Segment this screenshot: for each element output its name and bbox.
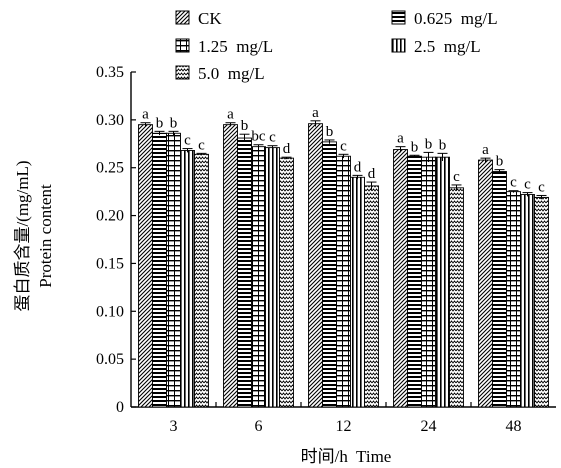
legend-label: 0.625 mg/L bbox=[414, 9, 498, 28]
x-axis-title: 时间/h Time bbox=[301, 447, 392, 466]
bar bbox=[194, 153, 209, 408]
x-tick-label: 3 bbox=[170, 418, 178, 435]
x-tick-label: 6 bbox=[255, 418, 263, 435]
legend-swatch bbox=[391, 38, 406, 53]
y-tick-label: 0.05 bbox=[96, 351, 124, 368]
y-tick-label: 0.35 bbox=[96, 64, 124, 81]
y-axis-title-cn: 蛋白质含量/(mg/mL) bbox=[13, 160, 32, 311]
legend-label: 2.5 mg/L bbox=[414, 37, 481, 56]
significance-label: b bbox=[170, 115, 178, 131]
significance-label: a bbox=[312, 105, 319, 121]
bar bbox=[492, 171, 507, 408]
y-axis: 0 0.05 0.10 0.15 0.20 0.25 0.30 0.35 bbox=[96, 64, 136, 416]
bar bbox=[478, 159, 493, 408]
bar bbox=[534, 196, 549, 408]
bar bbox=[251, 146, 266, 408]
bar bbox=[138, 124, 153, 408]
y-tick-label: 0.25 bbox=[96, 160, 124, 177]
bar bbox=[449, 187, 464, 408]
significance-label: c bbox=[198, 137, 205, 153]
x-tick-label: 12 bbox=[336, 418, 352, 435]
bar bbox=[166, 132, 181, 408]
significance-label: b bbox=[156, 115, 164, 131]
x-tick-label: 24 bbox=[421, 418, 437, 435]
bar bbox=[322, 141, 337, 408]
significance-label: d bbox=[368, 166, 376, 182]
bar bbox=[506, 191, 521, 408]
bar bbox=[152, 132, 167, 408]
legend-label: 1.25 mg/L bbox=[198, 37, 273, 56]
significance-label: d bbox=[354, 159, 362, 175]
bar bbox=[407, 155, 422, 408]
significance-label: c bbox=[184, 133, 191, 149]
significance-label: c bbox=[510, 175, 517, 191]
bar bbox=[180, 150, 195, 408]
bar bbox=[435, 156, 450, 408]
significance-label: a bbox=[397, 131, 404, 147]
y-tick-label: 0.30 bbox=[96, 112, 124, 129]
legend: CK 0.625 mg/L 1.25 mg/L 2.5 mg/L 5.0 mg/L bbox=[175, 9, 498, 83]
legend-label: 5.0 mg/L bbox=[198, 64, 265, 83]
bar bbox=[279, 157, 294, 408]
significance-label: a bbox=[227, 107, 234, 123]
significance-label: c bbox=[524, 177, 531, 193]
significance-label: c bbox=[340, 138, 347, 154]
legend-swatch bbox=[175, 65, 190, 80]
bar bbox=[265, 147, 280, 408]
y-tick-label: 0.20 bbox=[96, 208, 124, 225]
legend-label: CK bbox=[198, 9, 222, 28]
significance-label: b bbox=[425, 136, 433, 152]
bar bbox=[237, 137, 252, 408]
legend-swatch bbox=[391, 10, 406, 25]
bar bbox=[350, 176, 365, 408]
bar bbox=[393, 149, 408, 408]
legend-swatch bbox=[175, 38, 190, 53]
legend-swatch bbox=[175, 10, 190, 25]
significance-label: b bbox=[241, 118, 249, 134]
significance-label: c bbox=[269, 130, 276, 146]
significance-label: b bbox=[411, 139, 419, 155]
significance-label: b bbox=[496, 154, 504, 170]
bar bbox=[308, 123, 323, 408]
significance-label: a bbox=[482, 142, 489, 158]
significance-label: d bbox=[283, 141, 291, 157]
significance-label: b bbox=[326, 124, 334, 140]
y-tick-label: 0 bbox=[116, 399, 124, 416]
significance-label: c bbox=[453, 169, 460, 185]
x-tick-label: 48 bbox=[506, 418, 522, 435]
bar bbox=[336, 155, 351, 408]
bar bbox=[364, 185, 379, 408]
significance-label: bc bbox=[251, 129, 266, 145]
significance-label: c bbox=[538, 179, 545, 195]
significance-label: a bbox=[142, 107, 149, 123]
y-tick-label: 0.15 bbox=[96, 255, 124, 272]
bar bbox=[421, 156, 436, 408]
bars bbox=[138, 120, 549, 408]
significance-label: b bbox=[439, 137, 447, 153]
y-axis-title-en: Protein content bbox=[36, 184, 55, 288]
bar bbox=[520, 194, 535, 408]
y-tick-label: 0.10 bbox=[96, 303, 124, 320]
bar bbox=[223, 124, 238, 408]
